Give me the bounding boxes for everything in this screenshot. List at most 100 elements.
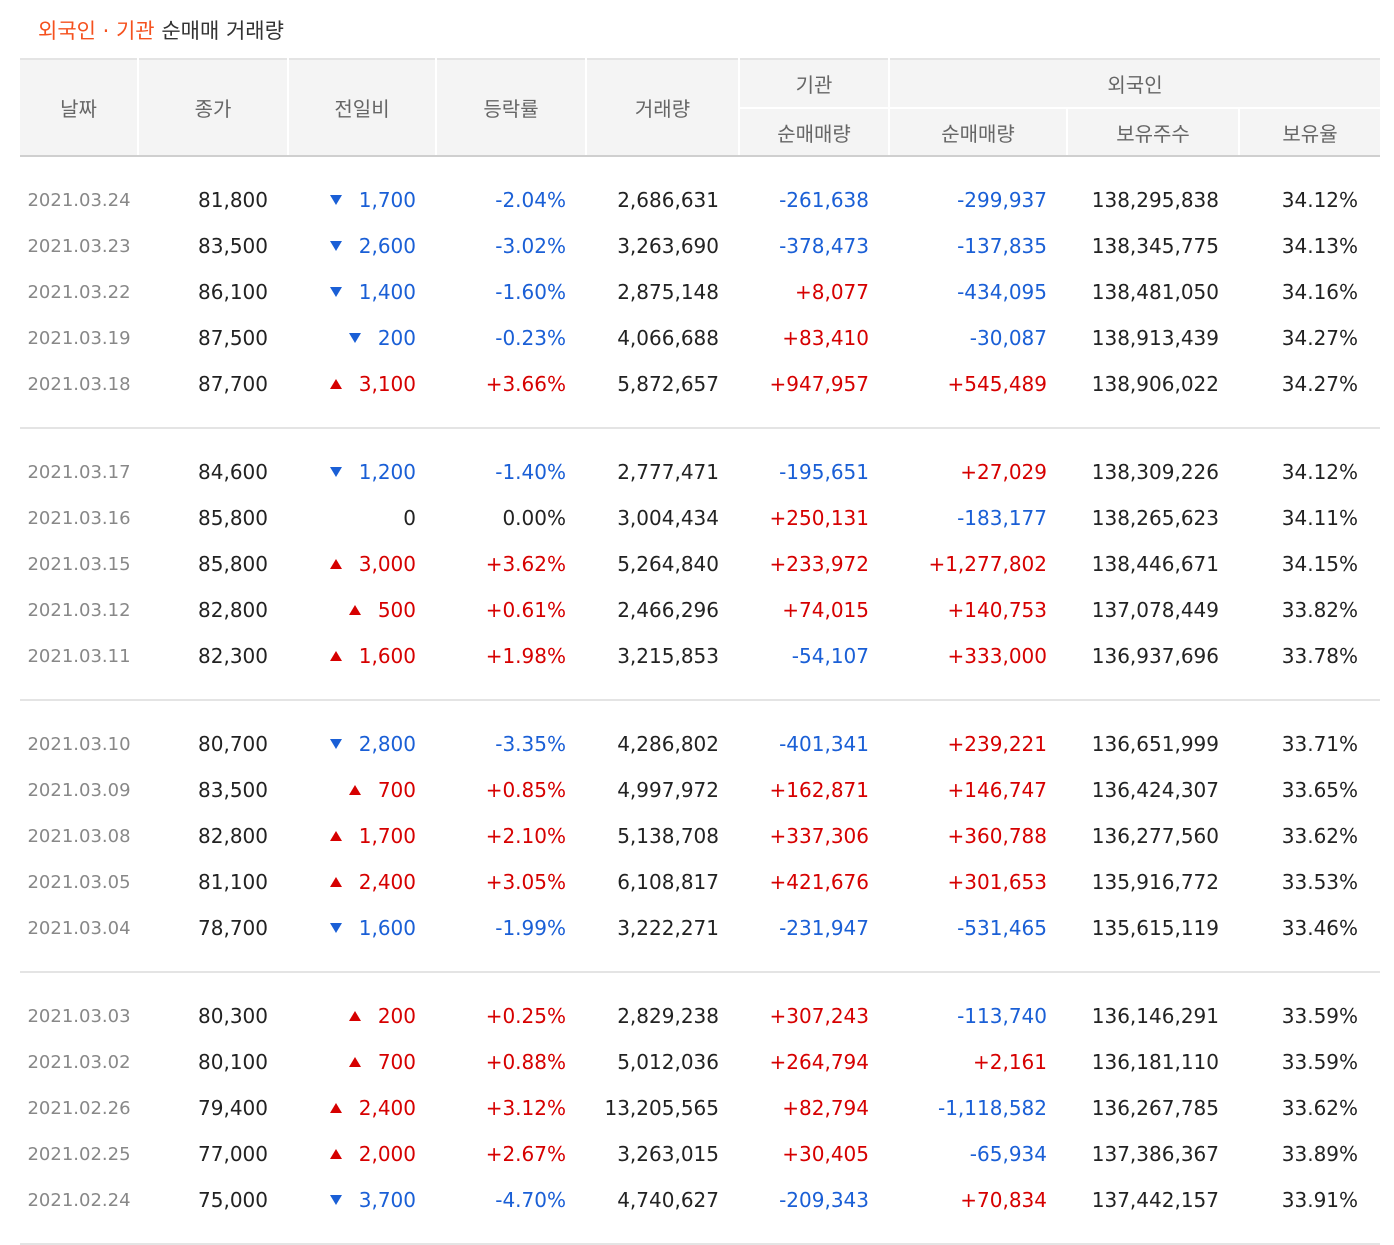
change-value: 700 — [377, 1050, 416, 1074]
triangle-up-icon — [329, 877, 342, 887]
group-spacer — [20, 679, 1380, 699]
inst-net-cell: -209,343 — [779, 1188, 869, 1212]
change-cell: 2,400 — [288, 1085, 436, 1131]
inst-net-cell: +162,871 — [769, 778, 869, 802]
close-cell: 81,100 — [198, 870, 268, 894]
close-cell: 86,100 — [198, 280, 268, 304]
change-value: 1,200 — [358, 460, 416, 484]
table-row: 2021.03.10 80,700 2,800 -3.35% 4,286,802 -401… — [20, 721, 1380, 767]
date-cell: 2021.03.11 — [27, 645, 131, 667]
rate-cell: -4.70% — [495, 1188, 566, 1212]
change-value: 1,600 — [358, 644, 416, 668]
close-cell: 83,500 — [198, 778, 268, 802]
col-header-date: 날짜 — [20, 59, 139, 157]
group-divider — [20, 1242, 1381, 1245]
holdings-cell: 138,295,838 — [1091, 188, 1219, 212]
rate-cell: +3.66% — [485, 372, 566, 396]
foreign-net-cell: -113,740 — [957, 1004, 1047, 1028]
date-cell: 2021.03.09 — [27, 779, 131, 801]
date-cell: 2021.03.16 — [27, 507, 131, 529]
change-value: 0 — [403, 506, 416, 530]
change-cell: 2,600 — [288, 223, 436, 269]
rate-cell: -1.40% — [495, 460, 566, 484]
date-cell: 2021.03.23 — [27, 235, 131, 257]
date-cell: 2021.03.17 — [27, 461, 131, 483]
holding-ratio-cell: 34.16% — [1281, 280, 1359, 304]
change-cell: 0 — [288, 495, 436, 541]
table-row: 2021.03.02 80,100 700 +0.88% 5,012,036 +264,7… — [20, 1039, 1380, 1085]
foreign-net-cell: +333,000 — [947, 644, 1047, 668]
holding-ratio-cell: 33.59% — [1281, 1004, 1359, 1028]
rate-cell: +1.98% — [485, 644, 566, 668]
col-header-foreign: 외국인 — [889, 59, 1381, 109]
table-row: 2021.03.18 87,700 3,100 +3.66% 5,872,657 +947… — [20, 361, 1380, 407]
change-cell: 700 — [288, 767, 436, 813]
col-header-holdings: 보유주수 — [1067, 108, 1240, 157]
close-cell: 82,800 — [198, 824, 268, 848]
date-cell: 2021.03.12 — [27, 599, 131, 621]
inst-net-cell: +307,243 — [769, 1004, 869, 1028]
inst-net-cell: +421,676 — [769, 870, 869, 894]
date-cell: 2021.02.24 — [27, 1189, 131, 1211]
triangle-down-icon — [329, 739, 342, 749]
holdings-cell: 137,078,449 — [1091, 598, 1219, 622]
inst-net-cell: +82,794 — [782, 1096, 869, 1120]
foreign-net-cell: +70,834 — [960, 1188, 1047, 1212]
holdings-cell: 138,481,050 — [1091, 280, 1219, 304]
change-value: 200 — [377, 326, 416, 350]
triangle-up-icon — [329, 559, 342, 569]
table-row: 2021.03.24 81,800 1,700 -2.04% 2,686,631 -261… — [20, 177, 1380, 223]
holdings-cell: 137,442,157 — [1091, 1188, 1219, 1212]
holding-ratio-cell: 33.71% — [1281, 732, 1359, 756]
change-cell: 1,200 — [288, 449, 436, 495]
holdings-cell: 138,309,226 — [1091, 460, 1219, 484]
change-value: 2,000 — [358, 1142, 416, 1166]
close-cell: 83,500 — [198, 234, 268, 258]
triangle-up-icon — [329, 1103, 342, 1113]
change-cell: 200 — [288, 315, 436, 361]
foreign-net-cell: -65,934 — [969, 1142, 1047, 1166]
table-row: 2021.03.15 85,800 3,000 +3.62% 5,264,840 +233… — [20, 541, 1380, 587]
change-cell: 3,000 — [288, 541, 436, 587]
holding-ratio-cell: 34.11% — [1281, 506, 1359, 530]
rate-cell: +0.85% — [485, 778, 566, 802]
change-cell: 700 — [288, 1039, 436, 1085]
volume-cell: 2,777,471 — [617, 460, 719, 484]
section-title: 외국인 · 기관 순매매 거래량 — [38, 16, 284, 46]
change-value: 3,100 — [358, 372, 416, 396]
triangle-up-icon — [348, 1057, 361, 1067]
date-cell: 2021.03.04 — [27, 917, 131, 939]
group-spacer — [20, 1223, 1380, 1243]
holdings-cell: 136,424,307 — [1091, 778, 1219, 802]
table-row: 2021.03.23 83,500 2,600 -3.02% 3,263,690 -378… — [20, 223, 1380, 269]
foreign-net-cell: -434,095 — [957, 280, 1047, 304]
foreign-net-cell: +239,221 — [947, 732, 1047, 756]
foreign-net-cell: +140,753 — [947, 598, 1047, 622]
inst-net-cell: -378,473 — [779, 234, 869, 258]
holding-ratio-cell: 33.59% — [1281, 1050, 1359, 1074]
group-spacer — [20, 407, 1380, 427]
table-row: 2021.03.04 78,700 1,600 -1.99% 3,222,271 -231… — [20, 905, 1380, 951]
rate-cell: +3.62% — [485, 552, 566, 576]
triangle-up-icon — [329, 379, 342, 389]
col-header-close: 종가 — [138, 59, 289, 157]
change-cell: 500 — [288, 587, 436, 633]
holdings-cell: 136,277,560 — [1091, 824, 1219, 848]
close-cell: 85,800 — [198, 552, 268, 576]
foreign-net-cell: -531,465 — [957, 916, 1047, 940]
rate-cell: -2.04% — [495, 188, 566, 212]
holdings-cell: 137,386,367 — [1091, 1142, 1219, 1166]
volume-cell: 3,004,434 — [617, 506, 719, 530]
foreign-net-cell: -30,087 — [969, 326, 1047, 350]
holding-ratio-cell: 34.27% — [1281, 326, 1359, 350]
holding-ratio-cell: 33.62% — [1281, 824, 1359, 848]
holding-ratio-cell: 33.46% — [1281, 916, 1359, 940]
triangle-up-icon — [348, 785, 361, 795]
inst-net-cell: +947,957 — [769, 372, 869, 396]
close-cell: 87,700 — [198, 372, 268, 396]
change-value: 200 — [377, 1004, 416, 1028]
inst-net-cell: -401,341 — [779, 732, 869, 756]
change-cell: 1,700 — [288, 177, 436, 223]
close-cell: 84,600 — [198, 460, 268, 484]
volume-cell: 3,222,271 — [617, 916, 719, 940]
